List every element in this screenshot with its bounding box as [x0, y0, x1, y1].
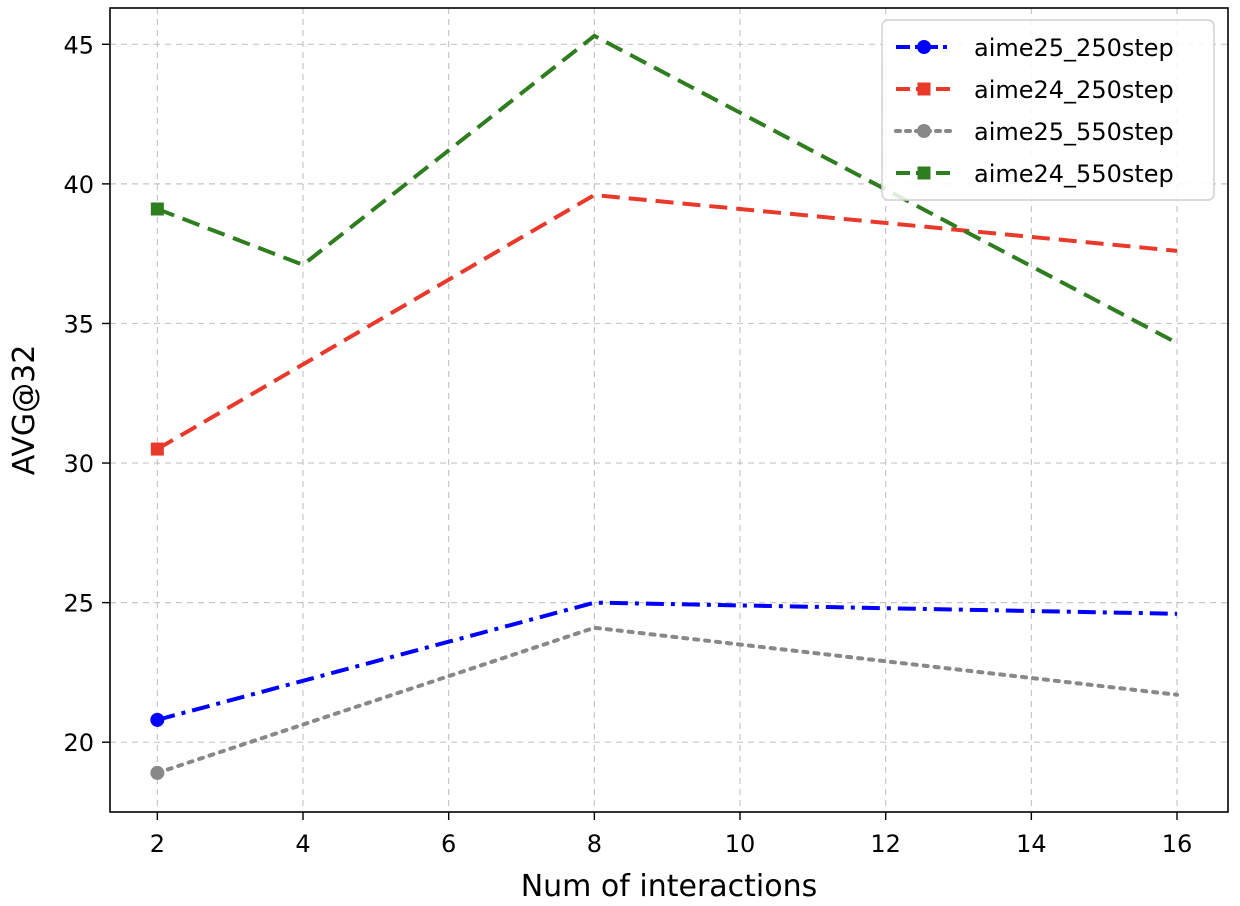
y-tick-label: 35 [63, 310, 94, 338]
legend: aime25_250step aime24_250step aime25_550st… [881, 19, 1215, 201]
legend-item: aime25_550step [894, 118, 1174, 146]
legend-marker [917, 166, 931, 180]
legend-label: aime24_550step [974, 160, 1174, 188]
x-tick-label: 6 [441, 830, 456, 858]
legend-marker [917, 124, 931, 138]
series-layer [150, 33, 1180, 780]
legend-label: aime25_550step [974, 118, 1174, 146]
legend-box [881, 19, 1215, 201]
series-line [155, 625, 1180, 775]
series-aime24_550step [150, 33, 1178, 345]
y-tick-label: 45 [63, 31, 94, 59]
legend-label: aime25_250step [974, 34, 1174, 62]
y-tick-label: 20 [63, 729, 94, 757]
x-tick-label: 2 [150, 830, 165, 858]
legend-item: aime25_250step [896, 34, 1174, 62]
data-point [150, 202, 164, 216]
data-point [150, 712, 165, 727]
legend-item: aime24_250step [896, 76, 1174, 104]
x-tick-label: 14 [1016, 830, 1047, 858]
legend-item: aime24_550step [896, 160, 1174, 188]
x-tick-label: 8 [587, 830, 602, 858]
x-axis-title: Num of interactions [521, 869, 818, 904]
x-tick-label: 10 [725, 830, 756, 858]
y-tick-label: 25 [63, 590, 94, 618]
y-axis-title: AVG@32 [7, 345, 42, 476]
legend-marker [917, 82, 931, 96]
series-line [156, 600, 1178, 722]
legend-marker [917, 40, 931, 54]
series-aime25_550step [150, 625, 1180, 780]
x-tick-label: 16 [1162, 830, 1193, 858]
series-aime24_250step [150, 192, 1178, 456]
y-tick-label: 40 [63, 171, 94, 199]
plot-frame [109, 7, 1229, 813]
y-tick-label: 30 [63, 450, 94, 478]
data-point [150, 765, 165, 780]
tick-layer: 2 4 6 8 10 12 14 16 20 25 30 35 40 45 [63, 31, 1192, 858]
series-line [156, 33, 1178, 345]
series-line [156, 192, 1178, 451]
data-point [150, 442, 164, 456]
series-aime25_250step [150, 600, 1178, 727]
legend-label: aime24_250step [974, 76, 1174, 104]
x-tick-label: 12 [870, 830, 901, 858]
x-tick-label: 4 [295, 830, 310, 858]
